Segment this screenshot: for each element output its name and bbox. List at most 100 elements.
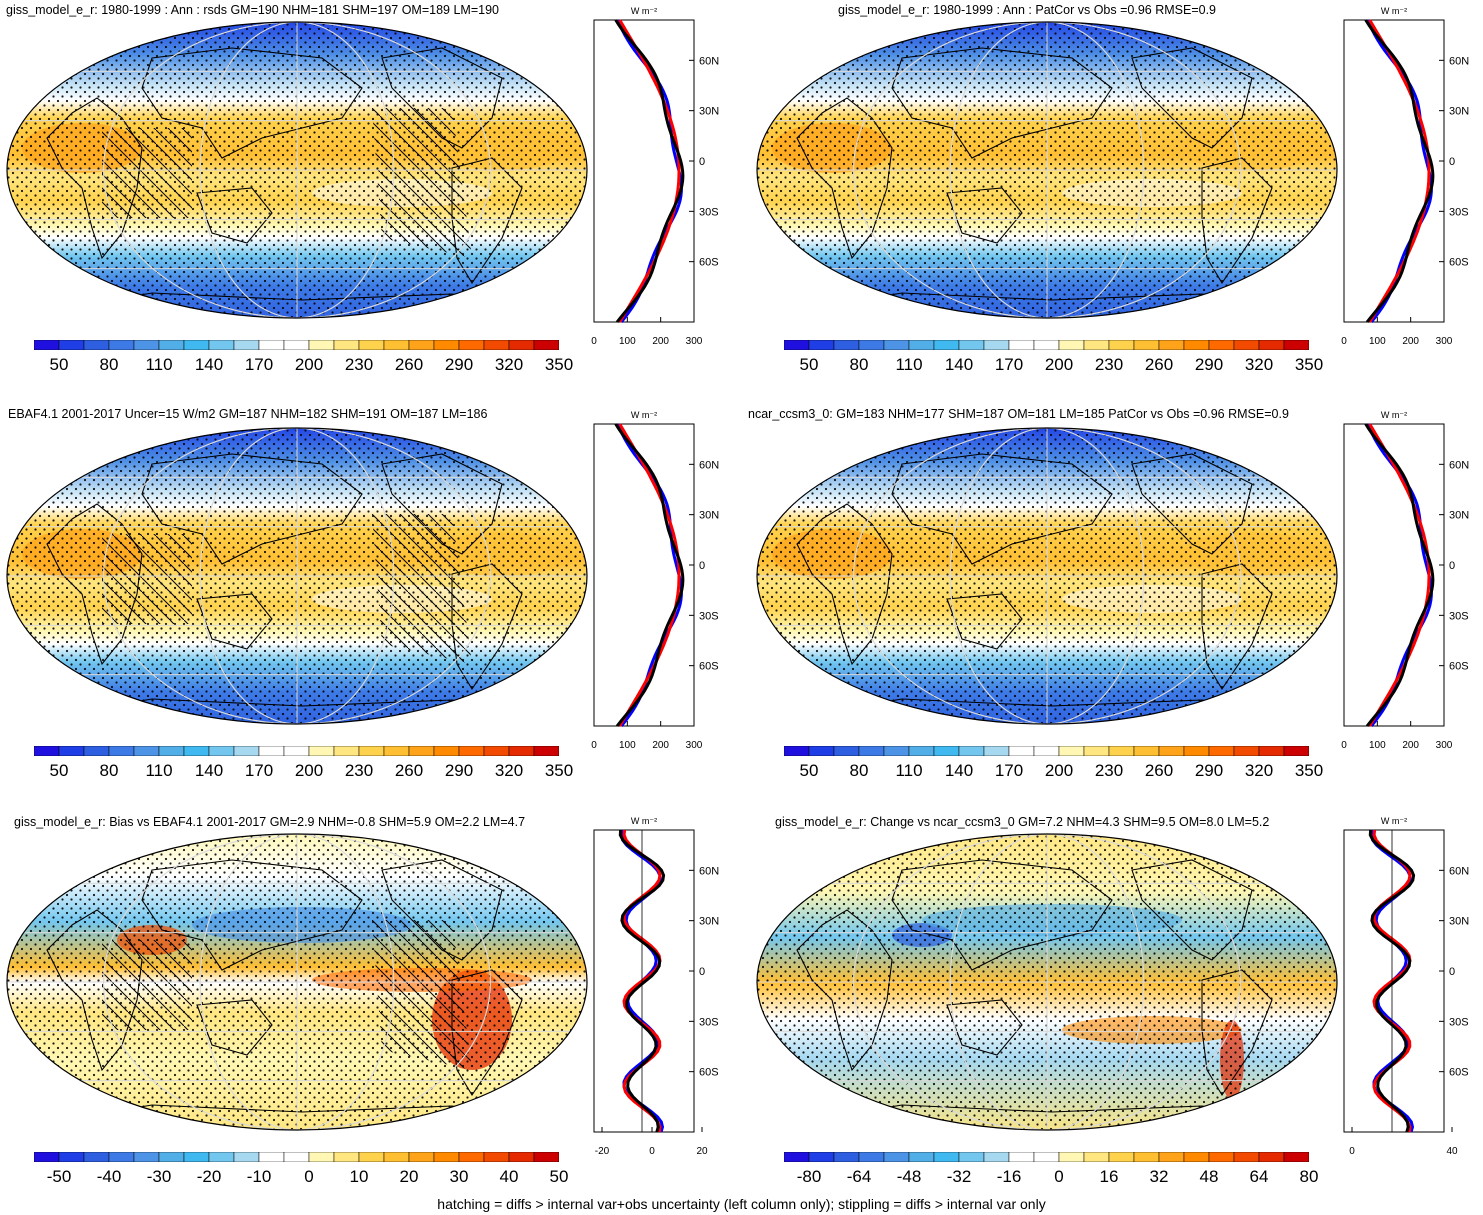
colorbar-label: 30: [449, 1167, 469, 1186]
colorbar-swatch: [983, 340, 1010, 350]
colorbar-swatch: [58, 1152, 85, 1162]
colorbar-label: 80: [1299, 1167, 1319, 1186]
lat-tick-label: 60S: [699, 1067, 719, 1079]
colorbar-label: -16: [996, 1167, 1022, 1186]
colorbar-swatch: [808, 340, 835, 350]
colorbar-label: 140: [944, 761, 974, 780]
profile-x-tick-label: -20: [595, 1146, 610, 1157]
colorbar-swatch: [408, 340, 435, 350]
colorbar-swatch: [333, 340, 360, 350]
profile-frame: [1343, 423, 1445, 727]
colorbar-swatch: [208, 1152, 235, 1162]
colorbar-label: 80: [99, 355, 119, 374]
profile-br: W m⁻² 60N 30N 0 30S 60S 0 40: [1343, 816, 1469, 1157]
colorbar-label: 48: [1199, 1167, 1219, 1186]
colorbar-label: 230: [1094, 355, 1124, 374]
lat-tick-label: 30N: [699, 916, 719, 928]
colorbar-label: 320: [1244, 761, 1274, 780]
colorbar-label: 40: [499, 1167, 519, 1186]
colorbar-label: -30: [146, 1167, 172, 1186]
colorbar-label: 170: [244, 355, 274, 374]
colorbar-swatch: [1008, 746, 1035, 756]
lat-tick-label: 60N: [699, 865, 719, 877]
colorbar-label: 140: [194, 355, 224, 374]
colorbar-mr: [784, 746, 1309, 756]
colorbar-swatch: [1258, 340, 1285, 350]
colorbar-swatch: [983, 1152, 1010, 1162]
colorbar-label: 50: [799, 355, 819, 374]
colorbar-label: 320: [494, 355, 524, 374]
colorbar-swatch: [933, 1152, 960, 1162]
colorbar-swatch: [483, 1152, 510, 1162]
colorbar-swatch: [1133, 340, 1160, 350]
profile-x-tick-label: 0: [591, 336, 597, 347]
colorbar-swatch: [333, 1152, 360, 1162]
colorbar-label: 320: [1244, 355, 1274, 374]
lat-tick-label: 30S: [699, 1016, 719, 1028]
colorbar-swatch: [358, 340, 385, 350]
colorbar-swatch: [1283, 340, 1309, 350]
colorbar-swatch: [458, 1152, 485, 1162]
profile-x-tick-label: 0: [1341, 740, 1347, 751]
colorbar-swatch: [533, 1152, 559, 1162]
map-tr: [756, 21, 1338, 319]
colorbar-label: -48: [896, 1167, 922, 1186]
colorbar-label: -80: [796, 1167, 822, 1186]
colorbar-swatch: [784, 1152, 810, 1162]
colorbar-swatch: [908, 340, 935, 350]
colorbar-swatch: [308, 746, 335, 756]
colorbar-swatch: [1083, 340, 1110, 350]
colorbar-swatch: [133, 746, 160, 756]
colorbar-swatch: [433, 746, 460, 756]
colorbar-label: 230: [1094, 761, 1124, 780]
lat-tick-label: 30N: [1449, 916, 1469, 928]
colorbar-label: 80: [99, 761, 119, 780]
colorbar-label: 230: [344, 355, 374, 374]
map-br: [756, 833, 1338, 1131]
profile-line-mean: [1364, 423, 1435, 727]
colorbar-label: 64: [1249, 1167, 1269, 1186]
colorbar-swatch: [1133, 1152, 1160, 1162]
colorbar-swatch: [808, 1152, 835, 1162]
colorbar-swatch: [258, 340, 285, 350]
profile-x-tick-label: 300: [686, 336, 703, 347]
colorbar-swatch: [1058, 746, 1085, 756]
profile-unit-label: W m⁻²: [1381, 816, 1407, 826]
colorbar-swatch: [508, 746, 535, 756]
colorbar-swatch: [408, 1152, 435, 1162]
lat-tick-label: 60N: [1449, 865, 1469, 877]
lat-tick-label: 0: [699, 156, 705, 168]
colorbar-swatch: [508, 340, 535, 350]
colorbar-swatch: [958, 1152, 985, 1162]
colorbar-label: 290: [1194, 761, 1224, 780]
profile-line-mean: [618, 829, 666, 1133]
colorbar-bl: [34, 1152, 559, 1162]
profile-line-model: [1368, 423, 1431, 727]
profile-line-mean: [1364, 19, 1435, 323]
colorbar-swatch: [108, 746, 135, 756]
profile-line-mean: [614, 19, 685, 323]
profile-frame: [593, 829, 695, 1133]
colorbar-label: 20: [399, 1167, 419, 1186]
colorbar-swatch: [1258, 1152, 1285, 1162]
colorbar-swatch: [358, 746, 385, 756]
profile-unit-label: W m⁻²: [1381, 6, 1407, 16]
colorbar-swatch: [483, 746, 510, 756]
colorbar-label: 110: [145, 761, 173, 780]
colorbar-label: 32: [1149, 1167, 1169, 1186]
colorbar-swatch: [358, 1152, 385, 1162]
colorbar-swatch: [1033, 1152, 1060, 1162]
colorbar-label: 260: [1144, 761, 1174, 780]
lat-tick-label: 30S: [1449, 206, 1469, 218]
colorbar-label: 110: [895, 761, 923, 780]
profile-x-tick-label: 100: [1369, 336, 1386, 347]
colorbar-label: 170: [994, 761, 1024, 780]
colorbar-swatch: [233, 1152, 260, 1162]
profile-mr: W m⁻² 60N 30N 0 30S 60S 0 100 200 300: [1341, 410, 1469, 751]
colorbar-label: 10: [349, 1167, 369, 1186]
colorbar-ml: [34, 746, 559, 756]
colorbar-swatch: [808, 746, 835, 756]
colorbar-label: 16: [1099, 1167, 1119, 1186]
profile-x-tick-label: 200: [1402, 740, 1419, 751]
colorbar-swatch: [1083, 746, 1110, 756]
